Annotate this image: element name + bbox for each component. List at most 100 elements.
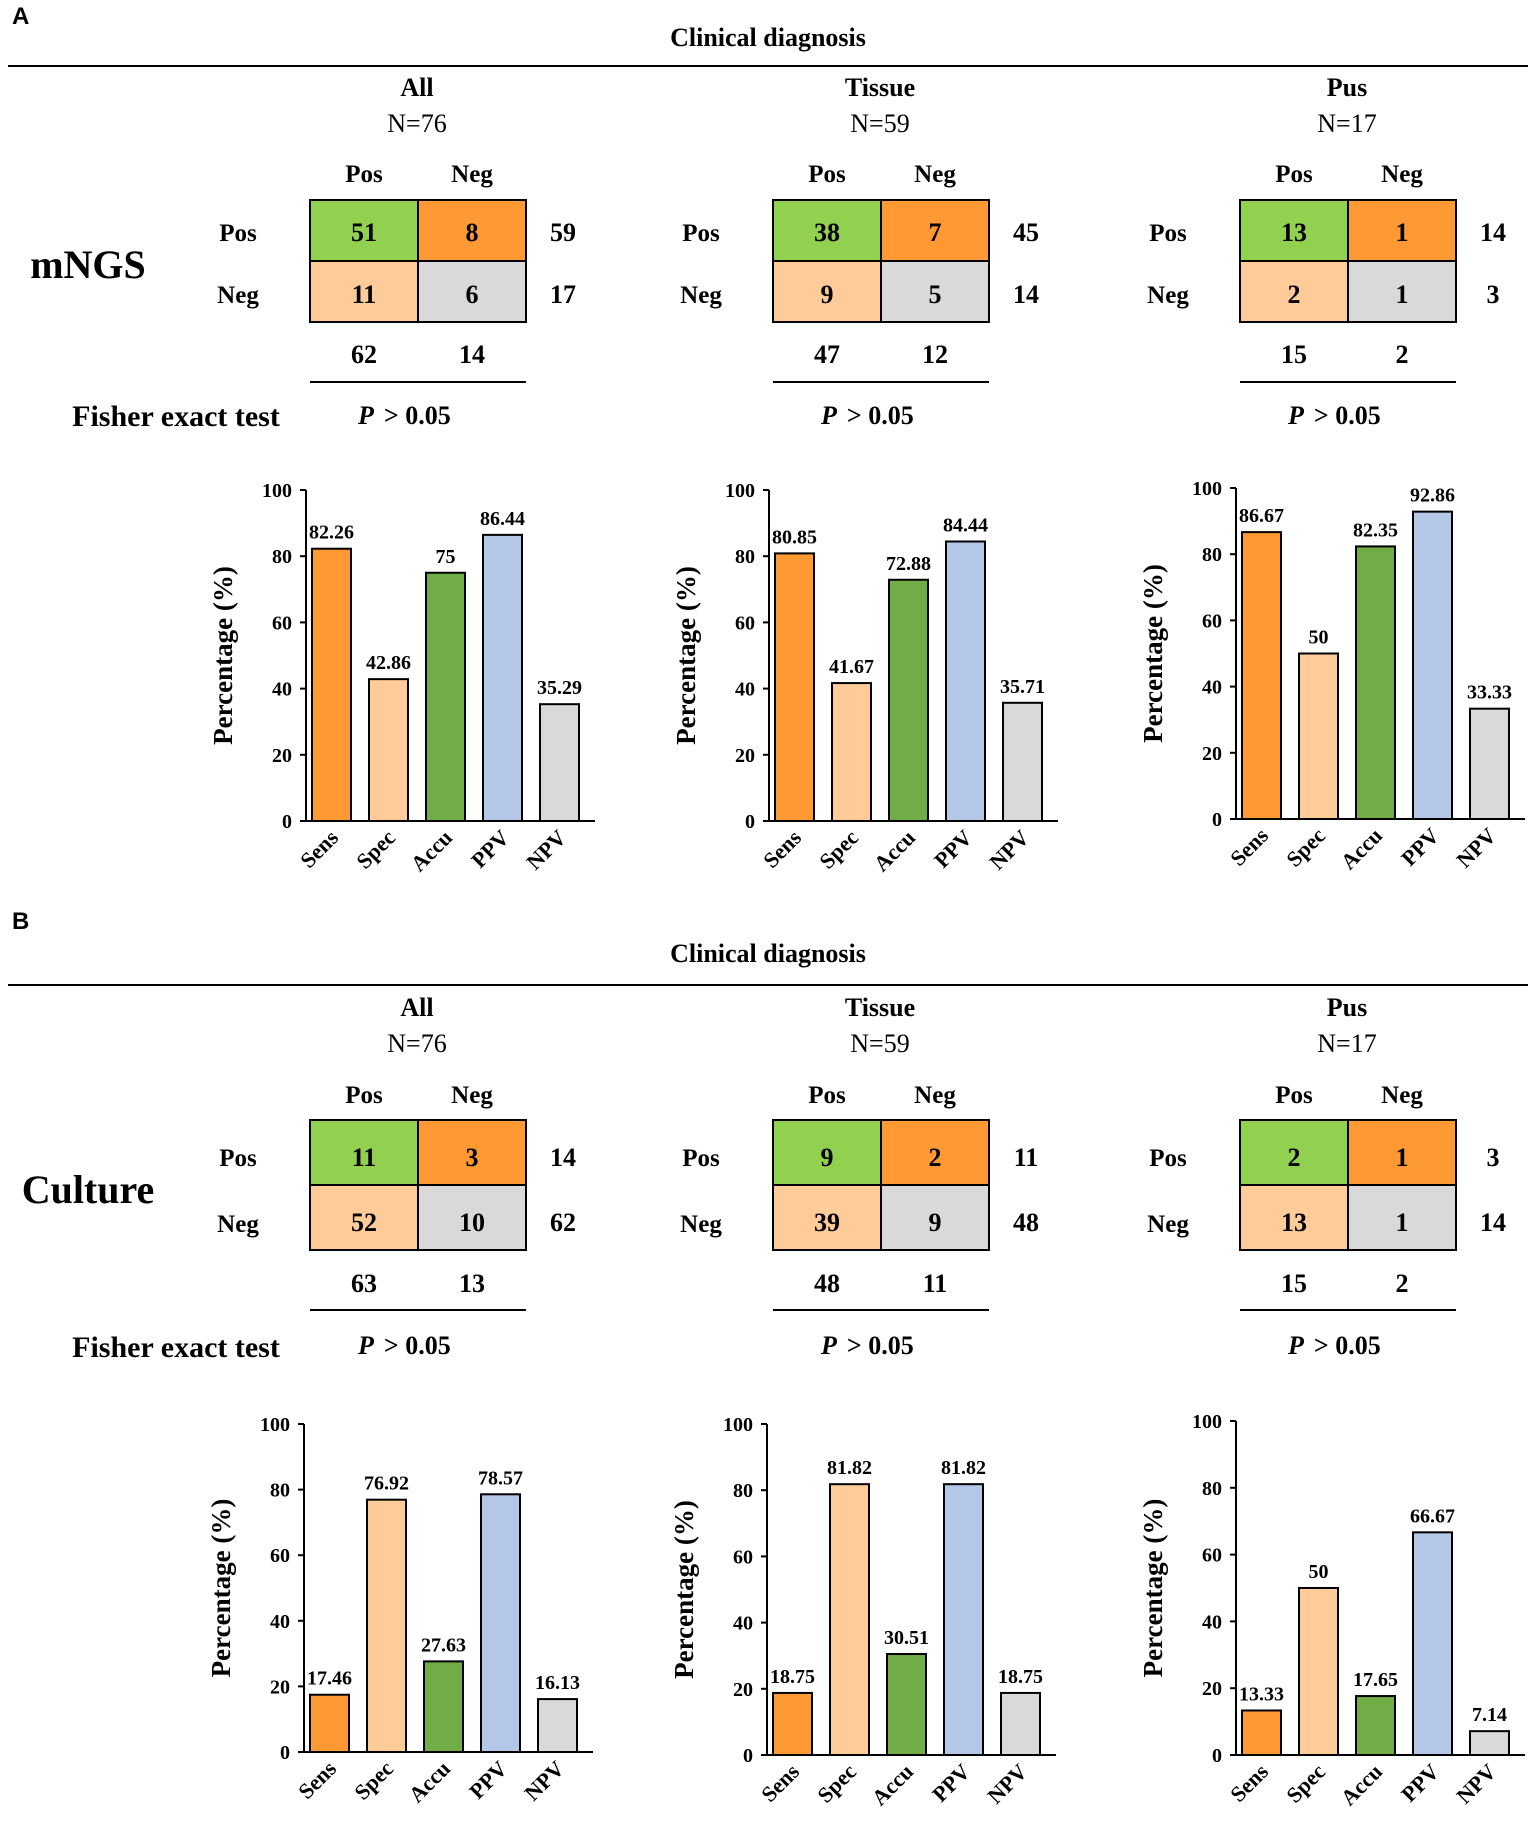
row-label-pos: Pos <box>1149 1145 1187 1172</box>
p-symbol: P <box>357 1331 375 1360</box>
data-label: 66.67 <box>1410 1505 1455 1527</box>
bar-spec <box>366 1498 407 1753</box>
bar-accu <box>886 1653 927 1756</box>
panel-letter: A <box>12 3 29 30</box>
bar-ppv <box>943 1483 984 1756</box>
y-tick-label: 20 <box>1202 1678 1222 1700</box>
cell-false-negative <box>772 260 882 323</box>
cell-value: 5 <box>929 280 942 309</box>
group-tissue: Tissue N=59 Pos Neg Pos Neg 38 7 9 5 45 … <box>680 73 1039 430</box>
y-tick-label: 60 <box>270 1545 290 1567</box>
col-label-pos: Pos <box>345 1082 383 1109</box>
col-label-pos: Pos <box>1275 1082 1313 1109</box>
x-tick-label: Sens <box>295 825 343 873</box>
x-tick-label: NPV <box>984 825 1034 875</box>
group-n: N=17 <box>1317 1029 1376 1058</box>
bar-accu <box>1355 545 1396 820</box>
col-total: 13 <box>459 1269 485 1298</box>
cell-false-positive <box>417 1119 527 1186</box>
y-tick-label: 0 <box>745 811 755 833</box>
x-tick-label: Spec <box>812 1759 861 1808</box>
p-value: P > 0.05 <box>820 401 914 430</box>
col-total: 63 <box>351 1269 377 1298</box>
data-label: 84.44 <box>943 515 988 537</box>
bar-ppv <box>945 540 986 822</box>
row-label-neg: Neg <box>680 1211 722 1238</box>
data-label: 81.82 <box>941 1457 986 1479</box>
data-label: 72.88 <box>886 553 931 575</box>
cell-false-positive <box>1347 199 1457 262</box>
col-total: 2 <box>1396 340 1409 369</box>
y-tick-label: 20 <box>1202 743 1222 765</box>
row-total: 14 <box>550 1143 576 1172</box>
cell-true-positive <box>309 1119 419 1186</box>
group-title: Pus <box>1327 73 1367 102</box>
group-pus: Pus N=17 Pos Neg Pos Neg 2 1 13 1 3 14 1… <box>1147 993 1506 1360</box>
y-tick-label: 40 <box>270 1611 290 1633</box>
data-label: 18.75 <box>998 1666 1043 1688</box>
x-tick-label: Sens <box>1225 1759 1273 1807</box>
bar-sens <box>772 1691 813 1756</box>
bar-ppv <box>1412 1531 1453 1756</box>
y-tick-label: 100 <box>260 1414 290 1436</box>
col-total: 15 <box>1281 1269 1307 1298</box>
cell-true-negative <box>1347 260 1457 323</box>
data-label: 76.92 <box>364 1473 409 1495</box>
cell-false-positive <box>880 1119 990 1186</box>
y-tick-label: 60 <box>1202 610 1222 632</box>
col-label-neg: Neg <box>1381 1082 1423 1109</box>
col-total: 15 <box>1281 340 1307 369</box>
y-tick-label: 40 <box>1202 677 1222 699</box>
group-n: N=76 <box>387 1029 446 1058</box>
y-tick-label: 100 <box>262 480 292 502</box>
x-tick-label: Accu <box>1336 823 1387 874</box>
p-symbol: P <box>1287 1331 1305 1360</box>
bar-chart-a-pus: 0 20 40 60 80 100 Percentage (%) 86.67 Sens 50 Spe… <box>1138 478 1525 874</box>
col-total: 14 <box>459 340 485 369</box>
p-rest: > 0.05 <box>1314 1331 1381 1360</box>
row-label-neg: Neg <box>1147 1211 1189 1238</box>
bar-spec <box>1298 1587 1339 1756</box>
cell-value: 51 <box>351 218 377 247</box>
bar-chart-a-all: 0 20 40 60 80 100 Percentage (%) 82.26 Sens 42.86… <box>208 480 595 876</box>
data-label: 92.86 <box>1410 485 1455 507</box>
cell-value: 9 <box>821 1143 834 1172</box>
y-tick-label: 100 <box>1192 1411 1222 1433</box>
data-label: 17.65 <box>1353 1669 1398 1691</box>
cell-value: 9 <box>929 1208 942 1237</box>
y-tick-label: 100 <box>723 1414 753 1436</box>
x-tick-label: PPV <box>929 825 977 873</box>
bar-sens <box>309 1693 350 1753</box>
data-label: 35.29 <box>537 677 582 699</box>
bar-chart-a-tissue: 0 20 40 60 80 100 Percentage (%) 80.85 Sens 41.67… <box>671 480 1058 876</box>
bar-npv <box>537 1698 578 1754</box>
cell-value: 2 <box>929 1143 942 1172</box>
p-rest: > 0.05 <box>384 401 451 430</box>
row-total: 48 <box>1013 1208 1039 1237</box>
cell-value: 1 <box>1396 1143 1409 1172</box>
bar-sens <box>774 552 815 822</box>
y-axis-label: Percentage (%) <box>1138 564 1168 743</box>
bar-accu <box>1355 1695 1396 1756</box>
fisher-label: Fisher exact test <box>72 1331 280 1364</box>
cell-false-negative <box>1239 260 1349 323</box>
p-symbol: P <box>1287 401 1305 430</box>
y-tick-label: 80 <box>1202 544 1222 566</box>
x-tick-label: PPV <box>464 1756 512 1804</box>
row-label-neg: Neg <box>217 1211 259 1238</box>
method-label: mNGS <box>30 242 146 287</box>
p-value: P > 0.05 <box>357 1331 451 1360</box>
y-tick-label: 0 <box>1212 809 1222 831</box>
col-total: 12 <box>922 340 948 369</box>
y-tick-label: 60 <box>735 612 755 634</box>
data-label: 17.46 <box>307 1668 352 1690</box>
bar-npv <box>1000 1691 1041 1756</box>
cell-true-positive <box>772 1119 882 1186</box>
bar-npv <box>1002 701 1043 823</box>
x-tick-label: PPV <box>466 825 514 873</box>
bar-ppv <box>482 533 523 822</box>
cell-value: 8 <box>466 218 479 247</box>
bar-spec <box>829 1483 870 1756</box>
bar-spec <box>368 678 409 823</box>
data-label: 78.57 <box>478 1467 523 1489</box>
